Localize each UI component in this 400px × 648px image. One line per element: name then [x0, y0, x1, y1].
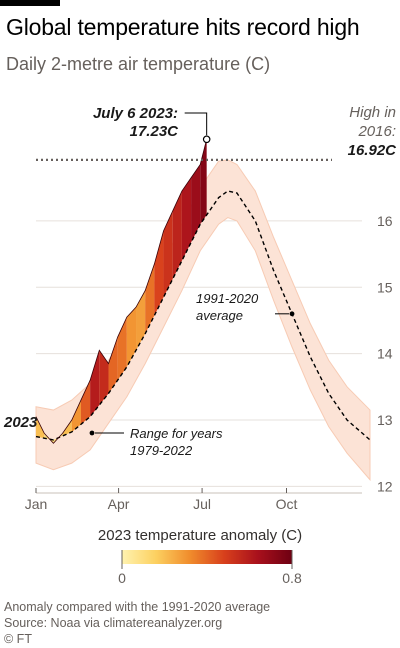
series-line-2023 — [35, 139, 208, 444]
annotations: 2023 1991-2020 average Range for years 1979-… — [3, 291, 295, 458]
x-tick-Apr: Apr — [108, 496, 130, 512]
y-tick-16: 16 — [377, 213, 393, 229]
series-label-2023: 2023 — [3, 414, 38, 431]
series-lines — [35, 139, 371, 444]
anomaly-segment — [80, 380, 91, 425]
chart-title: Global temperature hits record high — [6, 14, 360, 40]
y-tick-15: 15 — [377, 279, 393, 295]
legend-title: 2023 temperature anomaly (C) — [97, 527, 303, 544]
anomaly-segment — [191, 164, 201, 243]
anomaly-segment — [163, 210, 173, 298]
anomaly-segment — [71, 400, 81, 432]
y-tick-12: 12 — [377, 478, 393, 494]
anomaly-segment — [90, 350, 100, 417]
average-label-2: average — [196, 308, 243, 323]
anomaly-segment — [181, 177, 192, 261]
record-2023-marker — [202, 135, 211, 144]
footer-credit: © FT — [4, 632, 32, 646]
average-marker — [289, 311, 295, 317]
x-tick-Oct: Oct — [276, 496, 298, 512]
tick-labels: 12 13 14 15 16 Jan Apr Jul Oct — [25, 213, 393, 512]
footer-note: Anomaly compared with the 1991-2020 aver… — [4, 600, 271, 614]
anomaly-segment — [126, 307, 137, 367]
y-tick-13: 13 — [377, 412, 393, 428]
average-label-1: 1991-2020 — [196, 291, 259, 306]
anomaly-segment — [145, 264, 155, 334]
chart-subtitle: Daily 2-metre air temperature (C) — [6, 54, 271, 74]
range-label-1: Range for years — [130, 426, 223, 441]
legend: 0 0.8 — [118, 550, 302, 586]
anomaly-segment — [172, 191, 182, 279]
record-2023-label-1: July 6 2023: — [93, 105, 178, 122]
anomaly-segment — [136, 290, 146, 351]
y-tick-14: 14 — [377, 346, 393, 362]
x-tick-Jan: Jan — [25, 496, 48, 512]
brand-bar — [0, 0, 60, 6]
record-2016-label-1: High in — [349, 104, 396, 121]
series-line-average — [35, 190, 371, 441]
range-marker — [89, 430, 95, 436]
anomaly-segment — [99, 350, 109, 406]
legend-color-bar — [122, 550, 292, 564]
anomaly-segment — [36, 416, 45, 439]
record-2016-label-2: 2016: — [357, 123, 396, 140]
footer-source: Source: Noaa via climatereanalyzer.org — [4, 616, 223, 630]
chart-area: 12 13 14 15 16 Jan Apr Jul Oct High in 2016: 16.92… — [3, 104, 398, 512]
range-label-2: 1979-2022 — [130, 443, 193, 458]
legend-min-label: 0 — [118, 570, 126, 586]
record-markers: High in 2016: 16.92C July 6 2023:17.23C — [36, 104, 398, 161]
anomaly-segment — [154, 230, 164, 316]
footer: Anomaly compared with the 1991-2020 aver… — [4, 599, 270, 647]
record-2023-label-2: 17.23C — [130, 123, 180, 140]
record-2016-value: 16.92C — [348, 142, 398, 159]
record-2023-leader — [184, 112, 208, 136]
x-tick-Jul: Jul — [193, 496, 211, 512]
anomaly-segment — [108, 337, 118, 394]
legend-max-label: 0.8 — [282, 570, 302, 586]
